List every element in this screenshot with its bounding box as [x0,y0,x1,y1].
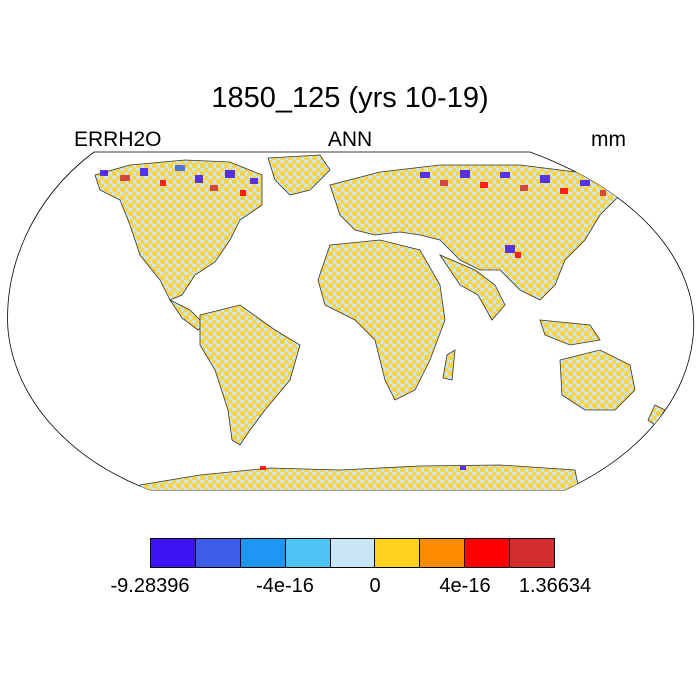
season-label: ANN [327,128,373,151]
indonesia [539,319,601,346]
australia [559,349,636,411]
colorbar-tick-label: -4e-16 [256,575,314,597]
greenland [267,154,331,196]
africa [317,239,446,401]
colorbar-box-1 [195,539,241,567]
colorbar-tick-label: 1.36634 [518,575,592,597]
south-asia [438,254,506,321]
madagascar [442,349,456,381]
colorbar-box-4 [330,539,376,567]
eurasia [329,164,621,301]
antarctica [139,464,581,490]
colorbar-tick-label: -9.28396 [110,575,190,597]
colorbar-tick-label: 0 [369,575,381,597]
colorbar-box-3 [285,539,331,567]
map-title: 1850_125 (yrs 10-19) [211,82,489,114]
colorbar-box-2 [240,539,286,567]
colorbar-box-7 [465,539,511,567]
colorbar-box-0 [151,539,196,567]
colorbar-box-8 [510,539,555,567]
colorbar-box-5 [375,539,421,567]
units-label: mm [591,128,626,151]
colorbar [150,538,555,568]
colorbar-box-6 [420,539,466,567]
variable-label: ERRH2O [74,128,162,151]
arctic-anomaly [100,165,606,470]
south-america [199,304,301,446]
north-america [94,159,263,301]
colorbar-tick-label: 4e-16 [439,575,491,597]
